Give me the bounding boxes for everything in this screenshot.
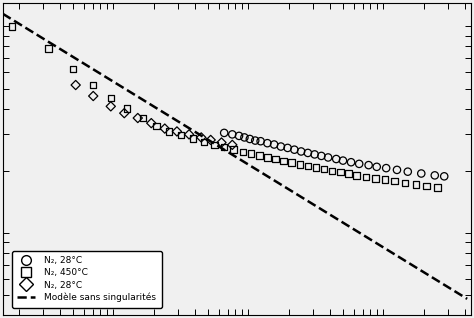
Point	[189, 136, 197, 141]
Point	[255, 153, 263, 158]
Point	[120, 111, 128, 116]
Point	[139, 115, 147, 121]
Point	[440, 174, 448, 179]
Point	[362, 174, 370, 179]
Point	[45, 46, 53, 51]
Point	[345, 171, 352, 176]
Point	[246, 136, 254, 142]
Point	[211, 142, 219, 147]
Point	[312, 165, 320, 170]
Point	[311, 152, 319, 157]
Point	[383, 166, 390, 171]
Point	[339, 158, 347, 163]
Point	[161, 126, 169, 131]
Point	[393, 167, 401, 172]
Point	[304, 163, 312, 169]
Point	[288, 160, 295, 165]
Point	[373, 164, 381, 169]
Point	[270, 142, 278, 147]
Point	[318, 153, 325, 158]
Point	[9, 24, 16, 29]
Point	[365, 162, 373, 168]
Point	[423, 183, 430, 189]
Point	[241, 135, 248, 140]
Point	[69, 67, 77, 72]
Point	[264, 155, 271, 160]
Point	[177, 132, 185, 137]
Point	[337, 169, 344, 175]
Point	[328, 168, 336, 173]
Point	[147, 121, 155, 126]
Point	[431, 173, 438, 178]
Point	[280, 158, 287, 163]
Point	[296, 162, 303, 167]
Legend: N₂, 28°C, N₂, 450°C, N₂, 28°C, Modèle sans singularités: N₂, 28°C, N₂, 450°C, N₂, 28°C, Modèle sa…	[12, 251, 162, 308]
Point	[235, 133, 243, 138]
Point	[347, 160, 355, 165]
Point	[90, 93, 97, 99]
Point	[404, 169, 411, 174]
Point	[381, 177, 389, 182]
Point	[173, 129, 181, 134]
Point	[418, 171, 425, 176]
Point	[239, 149, 247, 154]
Point	[123, 106, 131, 111]
Point	[107, 104, 115, 109]
Point	[251, 138, 259, 143]
Point	[332, 156, 340, 162]
Point	[277, 144, 285, 149]
Point	[90, 82, 97, 87]
Point	[372, 176, 379, 181]
Point	[230, 147, 237, 152]
Point	[434, 185, 441, 190]
Point	[228, 132, 236, 137]
Point	[200, 139, 208, 144]
Point	[220, 130, 228, 135]
Point	[391, 179, 398, 184]
Point	[134, 115, 142, 121]
Point	[324, 155, 332, 160]
Point	[257, 139, 264, 144]
Point	[198, 135, 205, 140]
Point	[272, 156, 279, 162]
Point	[165, 129, 173, 134]
Point	[153, 123, 161, 128]
Point	[356, 161, 363, 166]
Point	[320, 166, 328, 171]
Point	[220, 145, 228, 150]
Point	[218, 140, 225, 145]
Point	[72, 82, 80, 87]
Point	[264, 141, 271, 146]
Point	[107, 95, 115, 100]
Point	[353, 173, 360, 178]
Point	[297, 149, 305, 154]
Point	[247, 151, 255, 156]
Point	[291, 147, 298, 152]
Point	[284, 145, 292, 150]
Point	[412, 182, 419, 187]
Point	[207, 137, 214, 142]
Point	[185, 132, 193, 137]
Point	[401, 180, 409, 185]
Point	[304, 150, 312, 156]
Point	[228, 142, 236, 147]
